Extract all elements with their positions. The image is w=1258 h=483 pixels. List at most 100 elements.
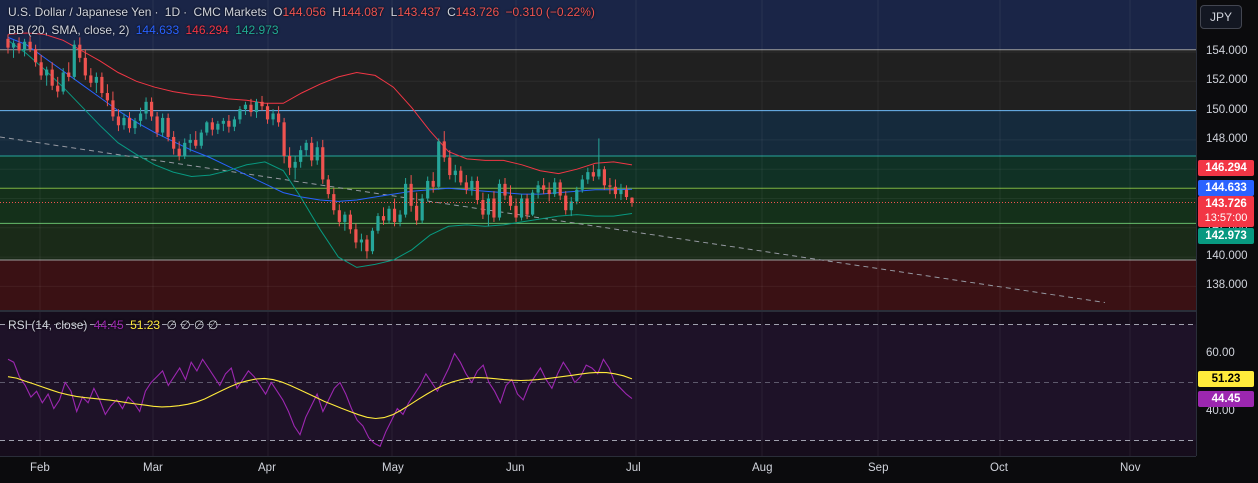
candle-body [161,117,165,133]
candle-body [183,142,187,157]
candle-body [111,100,115,117]
candle-body [442,141,446,158]
candle-body [67,72,71,77]
time-tick-label: Feb [30,462,50,474]
candle-body [17,43,21,51]
candle-body [392,208,397,222]
rsi-legend[interactable]: RSI (14, close) 44.45 51.23 ∅ ∅ ∅ ∅ [8,318,221,332]
bb-basis-value: 144.633 [135,23,180,37]
currency-button[interactable]: JPY [1200,5,1242,29]
candle-body [11,43,16,48]
price-tick-label: 152.000 [1206,74,1248,87]
candle-body [381,216,386,221]
rsi-tag: 44.45 [1198,391,1254,407]
candle-body [78,44,82,58]
low-label: L [390,5,398,19]
change-value: −0.310 (−0.22%) [505,5,595,19]
high-value: 144.087 [340,5,385,19]
candle-body [72,44,76,77]
candle-body [475,180,479,200]
candle-body [586,172,590,180]
candle-body [608,185,612,187]
candle-body [503,183,507,196]
zone-steel [0,110,1196,157]
candle-body [525,198,529,215]
candle-body [420,198,424,221]
candle-body [558,182,562,196]
rsi-pane-bg [0,312,1196,456]
candle-body [155,116,159,133]
candle-body [249,104,253,113]
candle-body [437,141,441,187]
candle-body [453,170,457,176]
candle-body [564,195,568,211]
bar-countdown: 13:57:00 [1204,212,1248,224]
rsi-ma-line [7,371,633,420]
candle-body [34,49,38,63]
candle-body [28,41,32,50]
candle-body [138,113,143,121]
candle-body [194,139,198,146]
candle-body [343,214,347,222]
candle-body [398,214,402,222]
candle-body [188,139,192,143]
zone-red [0,260,1196,310]
candle-body [542,185,546,190]
candle-body [481,199,485,215]
candle-body [22,41,27,51]
candle-body [630,197,634,203]
candle-body [238,109,242,120]
candle-body [304,142,308,151]
candle-body [133,120,137,129]
candle-body [597,169,601,177]
rsi-tick-label: 60.00 [1206,346,1235,359]
candle-body [299,150,303,162]
candle-body [575,189,579,202]
candle-body [514,205,518,218]
candle-body [56,85,60,92]
candle-body [409,183,413,206]
close-value: 143.726 [455,5,500,19]
trendline [0,136,1106,304]
candle-body [321,147,325,180]
price-tick-label: 138.000 [1206,279,1248,292]
candle-body [205,122,209,133]
candle-body [497,183,502,218]
last-price-value: 143.726 [1205,198,1247,210]
bb-label: BB (20, SMA, close, 2) [8,23,130,37]
candle-body [6,38,10,48]
candle-body [354,229,358,243]
candle-body [39,62,43,76]
zone-grey [0,49,1196,111]
candle-body [210,122,214,130]
symbol-name: U.S. Dollar / Japanese Yen [8,5,152,19]
candle-body [448,157,452,176]
candle-body [122,117,126,126]
rsi-ma-value: 51.23 [130,318,161,332]
time-tick-label: May [382,462,404,474]
bb-lower-value: 142.973 [235,23,279,37]
candle-body [464,182,468,190]
price-axis-border [1196,0,1197,456]
candle-body [580,179,584,190]
bb-legend[interactable]: BB (20, SMA, close, 2) 144.633 146.294 1… [8,23,282,37]
candle-body [348,214,352,230]
open-value: 144.056 [282,5,326,19]
candle-body [403,183,408,215]
rsi-line [7,352,633,448]
time-tick-label: Aug [752,462,773,474]
candle-body [199,132,203,146]
close-label: C [447,5,456,19]
time-tick-label: Oct [990,462,1008,474]
candle-body [531,192,535,215]
candle-body [282,122,286,157]
candle-body [519,198,524,218]
candle-body [265,106,270,120]
source-label: CMC Markets [193,5,267,19]
time-axis-border [0,456,1196,457]
symbol-legend[interactable]: U.S. Dollar / Japanese Yen · 1D · CMC Mark… [8,5,595,19]
candle-body [105,93,109,101]
candle-body [337,210,341,222]
